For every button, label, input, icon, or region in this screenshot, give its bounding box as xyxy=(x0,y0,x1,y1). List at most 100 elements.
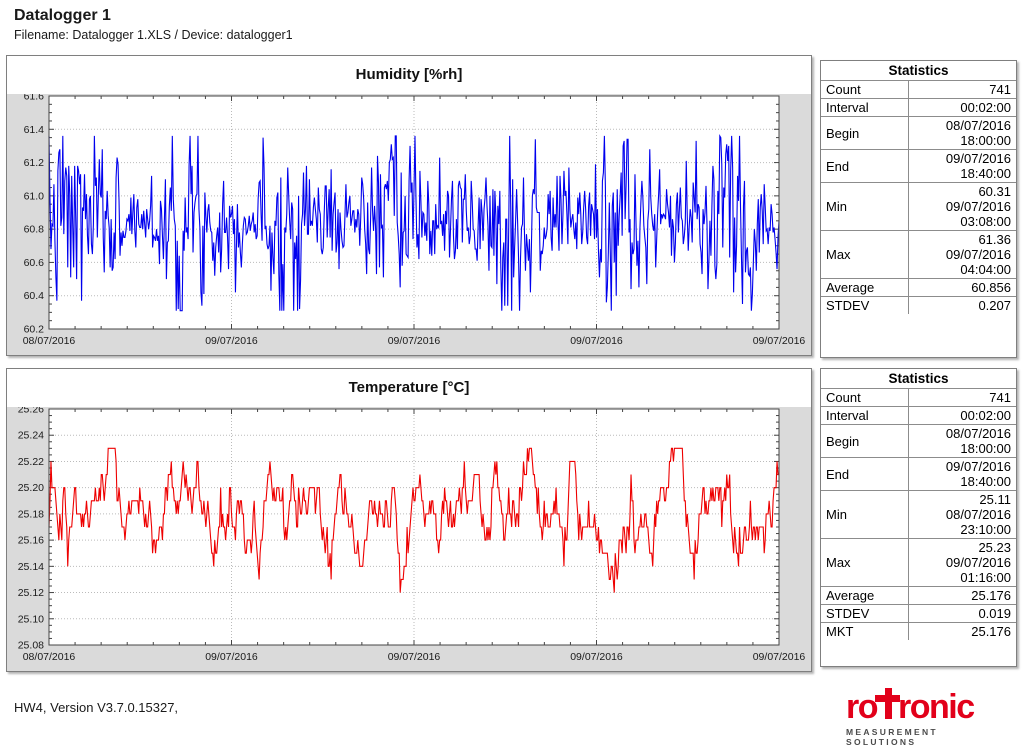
svg-text:25.12: 25.12 xyxy=(18,587,44,599)
stats-label: End xyxy=(821,149,910,183)
temperature-chart-panel: Temperature [°C] 25.08 25.10 25.12 25.14 25.… xyxy=(6,368,812,672)
temperature-plot: 25.08 25.10 25.12 25.14 25.16 25.18 25.20 25.22… xyxy=(7,407,811,671)
stats-value: 25.176 xyxy=(908,622,1016,640)
stats-table: Statistics Count 741 Interval 00:02:00 Begin 0… xyxy=(821,61,1016,314)
svg-text:08/07/2016: 08/07/2016 xyxy=(23,651,76,663)
logo-tagline: MEASUREMENT SOLUTIONS xyxy=(846,727,938,747)
stats-label: Begin xyxy=(821,116,910,150)
stats-label: Min xyxy=(821,182,910,231)
stats-row-max: Max 61.36 09/07/2016 04:04:00 xyxy=(821,230,1016,279)
stats-label: Count xyxy=(821,80,910,99)
stats-table: Statistics Count 741 Interval 00:02:00 Begin 0… xyxy=(821,369,1016,640)
stats-label: Interval xyxy=(821,406,910,425)
stats-value: 08/07/2016 18:00:00 xyxy=(908,116,1016,150)
svg-text:08/07/2016: 08/07/2016 xyxy=(23,335,76,347)
svg-text:61.4: 61.4 xyxy=(24,124,45,136)
stats-value: 0.019 xyxy=(908,604,1016,623)
svg-text:09/07/2016: 09/07/2016 xyxy=(753,335,806,347)
stats-row-average: Average 60.856 xyxy=(821,278,1016,297)
stats-label: Begin xyxy=(821,424,910,458)
stats-value: 741 xyxy=(908,388,1016,407)
stats-label: Min xyxy=(821,490,910,539)
svg-text:09/07/2016: 09/07/2016 xyxy=(205,651,258,663)
stats-row-end: End 09/07/2016 18:40:00 xyxy=(821,149,1016,183)
stats-label: STDEV xyxy=(821,604,910,623)
svg-text:61.0: 61.0 xyxy=(24,190,45,202)
stats-label: Count xyxy=(821,388,910,407)
stats-label: End xyxy=(821,457,910,491)
logo-text-ro: ro xyxy=(846,688,879,726)
stats-value: 00:02:00 xyxy=(908,406,1016,425)
humidity-stats-table: Statistics Count 741 Interval 00:02:00 Begin 0… xyxy=(821,61,1016,314)
svg-text:25.10: 25.10 xyxy=(18,613,44,625)
svg-text:25.18: 25.18 xyxy=(18,508,44,520)
svg-text:25.14: 25.14 xyxy=(18,561,44,573)
stats-label: Average xyxy=(821,586,910,605)
page-title: Datalogger 1 xyxy=(14,7,111,24)
stats-row-interval: Interval 00:02:00 xyxy=(821,98,1016,117)
stats-table-header: Statistics xyxy=(821,61,1016,81)
file-device-subtitle: Filename: Datalogger 1.XLS / Device: dat… xyxy=(14,28,293,42)
stats-value: 25.11 08/07/2016 23:10:00 xyxy=(908,490,1016,539)
stats-value: 09/07/2016 18:40:00 xyxy=(908,149,1016,183)
stats-label: Max xyxy=(821,538,910,587)
stats-value: 00:02:00 xyxy=(908,98,1016,117)
svg-text:60.6: 60.6 xyxy=(24,257,45,269)
svg-text:09/07/2016: 09/07/2016 xyxy=(205,335,258,347)
stats-row-interval: Interval 00:02:00 xyxy=(821,406,1016,425)
stats-value: 60.856 xyxy=(908,278,1016,297)
stats-label: STDEV xyxy=(821,296,910,314)
stats-row-stdev: STDEV 0.019 xyxy=(821,604,1016,623)
svg-text:25.16: 25.16 xyxy=(18,535,44,547)
svg-text:25.22: 25.22 xyxy=(18,456,44,468)
humidity-stats-panel: Statistics Count 741 Interval 00:02:00 Begin 0… xyxy=(820,60,1017,358)
report-header: Datalogger 1 Filename: Datalogger 1.XLS … xyxy=(14,7,293,42)
stats-row-end: End 09/07/2016 18:40:00 xyxy=(821,457,1016,491)
logo-cross-icon xyxy=(875,688,900,720)
stats-label: Average xyxy=(821,278,910,297)
temperature-stats-table: Statistics Count 741 Interval 00:02:00 Begin 0… xyxy=(821,369,1016,640)
svg-text:61.6: 61.6 xyxy=(24,94,45,103)
stats-value: 09/07/2016 18:40:00 xyxy=(908,457,1016,491)
stats-row-mkt: MKT 25.176 xyxy=(821,622,1016,640)
temperature-stats-panel: Statistics Count 741 Interval 00:02:00 Begin 0… xyxy=(820,368,1017,667)
stats-row-begin: Begin 08/07/2016 18:00:00 xyxy=(821,116,1016,150)
stats-value: 60.31 09/07/2016 03:08:00 xyxy=(908,182,1016,231)
svg-text:09/07/2016: 09/07/2016 xyxy=(753,651,806,663)
svg-text:60.8: 60.8 xyxy=(24,224,45,236)
rotronic-logo-word: ro ronic xyxy=(846,688,1006,726)
svg-text:09/07/2016: 09/07/2016 xyxy=(388,651,441,663)
svg-text:09/07/2016: 09/07/2016 xyxy=(570,651,623,663)
stats-label: Max xyxy=(821,230,910,279)
svg-text:60.2: 60.2 xyxy=(24,324,45,336)
stats-label: MKT xyxy=(821,622,910,640)
temperature-chart-title: Temperature [°C] xyxy=(7,369,811,407)
software-version-text: HW4, Version V3.7.0.15327, xyxy=(14,700,179,715)
humidity-chart-title: Humidity [%rh] xyxy=(7,56,811,94)
stats-label: Interval xyxy=(821,98,910,117)
stats-table-header: Statistics xyxy=(821,369,1016,389)
stats-row-max: Max 25.23 09/07/2016 01:16:00 xyxy=(821,538,1016,587)
svg-text:09/07/2016: 09/07/2016 xyxy=(388,335,441,347)
svg-text:25.24: 25.24 xyxy=(18,430,44,442)
stats-value: 25.176 xyxy=(908,586,1016,605)
svg-text:25.26: 25.26 xyxy=(18,407,44,416)
stats-row-average: Average 25.176 xyxy=(821,586,1016,605)
humidity-plot: 60.2 60.4 60.6 60.8 61.0 61.2 61.4 61.6 08/07/20… xyxy=(7,94,811,355)
rotronic-logo: ro ronic MEASUREMENT SOLUTIONS xyxy=(846,688,1006,747)
stats-row-count: Count 741 xyxy=(821,388,1016,407)
svg-text:09/07/2016: 09/07/2016 xyxy=(570,335,623,347)
stats-row-count: Count 741 xyxy=(821,80,1016,99)
stats-row-stdev: STDEV 0.207 xyxy=(821,296,1016,314)
logo-text-ronic: ronic xyxy=(898,688,975,726)
stats-row-begin: Begin 08/07/2016 18:00:00 xyxy=(821,424,1016,458)
stats-row-min: Min 60.31 09/07/2016 03:08:00 xyxy=(821,182,1016,231)
svg-text:60.4: 60.4 xyxy=(24,290,45,302)
humidity-chart-panel: Humidity [%rh] 60.2 60.4 60.6 60.8 61.0 61.2 6… xyxy=(6,55,812,356)
stats-value: 08/07/2016 18:00:00 xyxy=(908,424,1016,458)
svg-text:25.08: 25.08 xyxy=(18,640,44,652)
stats-value: 61.36 09/07/2016 04:04:00 xyxy=(908,230,1016,279)
svg-text:61.2: 61.2 xyxy=(24,157,45,169)
stats-row-min: Min 25.11 08/07/2016 23:10:00 xyxy=(821,490,1016,539)
stats-value: 741 xyxy=(908,80,1016,99)
